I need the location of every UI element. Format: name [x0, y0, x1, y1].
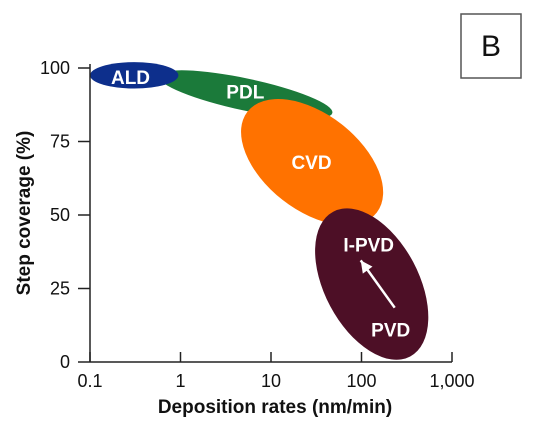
region-label-cvd: CVD	[291, 153, 331, 174]
x-tick-label: 1	[175, 371, 185, 391]
y-tick-label: 75	[50, 132, 70, 152]
y-axis-title: Step coverage (%)	[14, 131, 35, 296]
x-axis-title: Deposition rates (nm/min)	[158, 397, 392, 418]
annotations	[359, 259, 396, 309]
region-labels: PDL ALD CVD I-PVD PVD	[111, 68, 410, 342]
region-i-pvd	[315, 208, 429, 360]
axes: 0.1 1 10 100 1,000 0 25 50 75 100	[40, 58, 475, 391]
region-label-i-pvd: I-PVD	[343, 235, 394, 256]
region-label-pvd: PVD	[371, 321, 410, 342]
panel-label-box	[460, 13, 522, 79]
x-tick-label: 100	[346, 371, 376, 391]
x-tick-label: 1,000	[429, 371, 474, 391]
plot-regions	[90, 62, 429, 360]
y-tick-label: 0	[60, 352, 70, 372]
panel-label: B	[481, 30, 501, 63]
x-tick-label: 10	[261, 371, 281, 391]
y-tick-label: 50	[50, 205, 70, 225]
y-tick-label: 25	[50, 279, 70, 299]
arrow-head	[360, 260, 373, 274]
region-cvd	[241, 99, 384, 226]
region-label-pdl: PDL	[226, 83, 264, 104]
region-ald	[90, 62, 179, 89]
x-tick-label: 0.1	[77, 371, 102, 391]
y-tick-label: 100	[40, 58, 70, 78]
region-label-ald: ALD	[111, 68, 150, 89]
